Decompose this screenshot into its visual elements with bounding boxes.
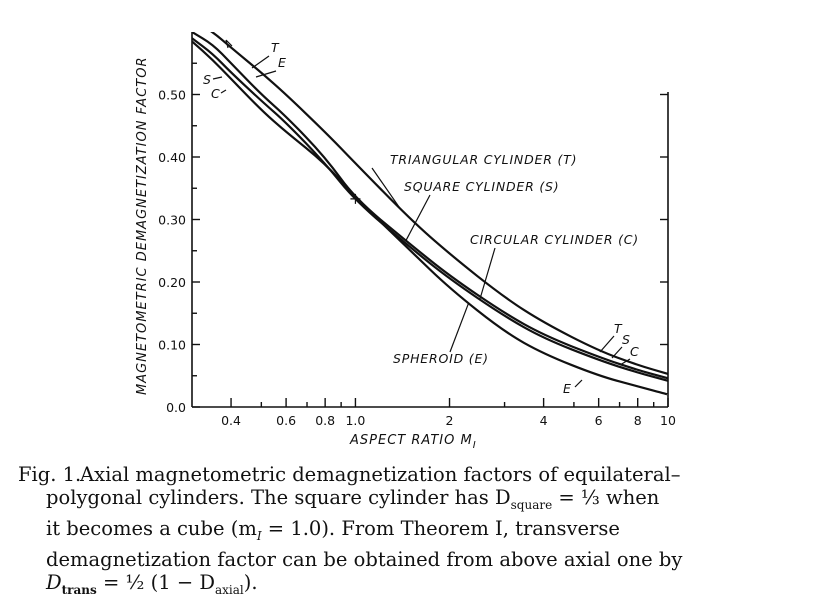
caption-sub-trans: trans [61, 582, 97, 597]
caption-cube-rest: = 1.0). From Theorem I, transverse [261, 516, 620, 540]
left-letter-E: E [278, 55, 287, 70]
annotation-leader-E [449, 303, 470, 353]
caption-line-4: demagnetization factor can be obtained f… [46, 547, 683, 571]
curve-C [192, 37, 668, 382]
x-tick-label-8: 10 [660, 413, 676, 428]
caption-trans-end: ). [243, 570, 258, 594]
caption-sub-cube: I [256, 528, 262, 543]
curve-S [192, 32, 668, 380]
y-axis-label: MAGNETOMETRIC DEMAGNETIZATION FACTOR [135, 57, 150, 395]
left-letter-leader-C [220, 89, 227, 94]
left-letter-C: C [211, 86, 221, 101]
y-tick-label-3: 0.30 [158, 213, 186, 228]
annotation-label-E: SPHEROID (E) [393, 351, 489, 366]
caption-line-1: Axial magnetometric demagnetization fact… [80, 463, 681, 486]
x-tick-label-0: 0.4 [221, 413, 241, 428]
y-tick-label-1: 0.10 [158, 338, 186, 353]
annotation-leader-T [371, 167, 402, 211]
arrow-icon [225, 39, 233, 49]
annotation-leader-C [479, 247, 496, 300]
annotation-label-S: SQUARE CYLINDER (S) [404, 179, 559, 194]
caption-line-2: polygonal cylinders. The square cylinder… [46, 486, 511, 509]
caption-trans-mid: = ½ (1 − D [96, 570, 215, 594]
left-letter-T: T [271, 40, 280, 55]
caption-line-5: D [46, 570, 62, 594]
left-letter-leader-E [255, 70, 277, 78]
curves [192, 32, 668, 396]
annotation-label-T: TRIANGULAR CYLINDER (T) [390, 152, 577, 167]
caption-line-3: it becomes a cube (m [46, 516, 257, 540]
right-letter-leader-T [599, 335, 615, 353]
right-letter-leader-C [619, 358, 631, 366]
caption-sub-axial: axial [214, 582, 244, 597]
y-tick-label-2: 0.20 [158, 275, 186, 290]
x-axis-ticks: 0.4 0.6 0.8 1.0 2 4 6 8 10 [221, 398, 676, 428]
y-axis-ticks: 0.0 0.10 0.20 0.30 0.40 0.50 [158, 62, 668, 415]
annotation-label-C: CIRCULAR CYLINDER (C) [470, 232, 639, 247]
x-axis-label: ASPECT RATIO MI [349, 433, 477, 451]
curve-annotations: TRIANGULAR CYLINDER (T) SQUARE CYLINDER (… [371, 152, 639, 366]
right-letter-leader-S [611, 346, 623, 359]
x-tick-label-4: 2 [446, 413, 454, 428]
curve-E [192, 40, 668, 396]
caption-label: Fig. 1. [18, 463, 82, 486]
caption-eq-third: = ⅓ when [552, 486, 660, 509]
x-tick-label-3: 1.0 [345, 413, 365, 428]
x-tick-label-1: 0.6 [276, 413, 296, 428]
y-tick-label-4: 0.40 [158, 150, 186, 165]
x-tick-label-5: 4 [540, 413, 548, 428]
caption-sub-square: square [510, 497, 553, 512]
cube-marker-icon [350, 193, 361, 204]
right-letter-E: E [563, 381, 572, 396]
y-tick-label-0: 0.0 [166, 400, 186, 415]
right-letter-leader-E [574, 379, 583, 388]
demagnetization-chart: 0.4 0.6 0.8 1.0 2 4 6 8 10 0.00.100.200.300.400.… [135, 32, 676, 451]
left-letter-leader-T [251, 55, 270, 69]
y-tick-label-5: 0.50 [158, 88, 186, 103]
annotation-leader-S [405, 194, 431, 241]
left-letter-S: S [203, 72, 212, 87]
right-letter-T: T [614, 321, 623, 336]
left-letter-leader-S [212, 76, 223, 80]
x-tick-label-6: 6 [595, 413, 603, 428]
x-tick-label-2: 0.8 [315, 413, 335, 428]
figure-caption: Fig. 1.Axial magnetometric demagnetizati… [18, 463, 808, 602]
right-letter-S: S [622, 332, 631, 347]
right-letter-C: C [630, 344, 640, 359]
x-tick-label-7: 8 [634, 413, 642, 428]
curve-T [210, 32, 668, 375]
